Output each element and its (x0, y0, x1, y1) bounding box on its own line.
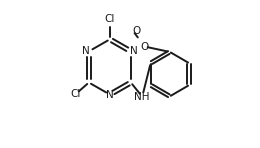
Text: N: N (106, 90, 114, 100)
Text: NH: NH (134, 92, 150, 102)
Text: Cl: Cl (105, 14, 115, 24)
Text: Cl: Cl (71, 89, 81, 99)
Text: N: N (130, 46, 137, 56)
Text: O: O (132, 26, 140, 36)
Text: N: N (82, 46, 90, 56)
Text: O: O (140, 42, 149, 52)
